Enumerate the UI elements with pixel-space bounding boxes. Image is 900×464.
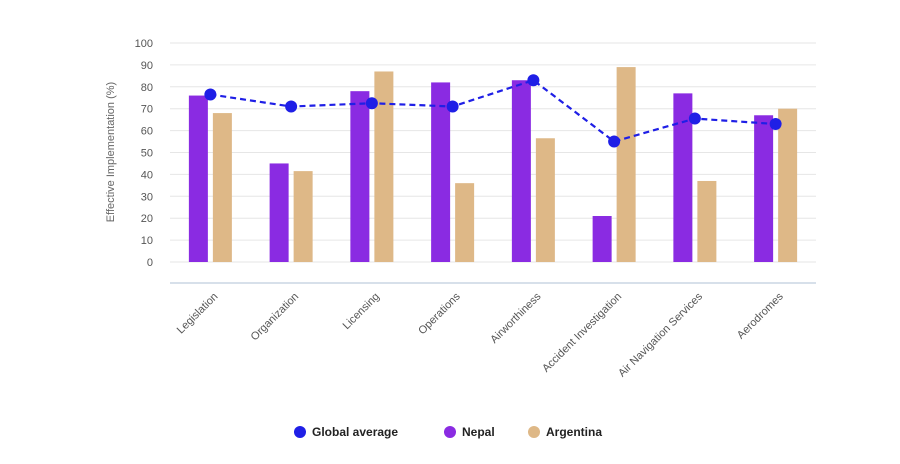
bar-argentina — [778, 108, 798, 262]
x-category-label: Accident Investigation — [540, 291, 624, 375]
bar-argentina — [212, 113, 232, 262]
x-category-label: Operations — [416, 290, 463, 337]
bar-argentina — [293, 171, 313, 262]
bar-nepal — [431, 82, 451, 262]
point-global-average — [365, 97, 378, 110]
x-category-label: Airworthiness — [488, 290, 544, 346]
x-category-label: Air Navigation Services — [616, 290, 705, 379]
bar-nepal — [269, 163, 289, 262]
x-category-label: Licensing — [341, 291, 382, 332]
y-tick-label: 30 — [141, 191, 153, 203]
y-tick-label: 80 — [141, 82, 153, 94]
point-global-average — [608, 135, 621, 148]
point-global-average — [688, 112, 701, 125]
gridlines — [170, 42, 816, 263]
bar-argentina — [374, 71, 394, 262]
legend-label-nepal[interactable]: Nepal — [462, 425, 495, 439]
y-tick-label: 10 — [141, 235, 153, 247]
x-category-label: Aerodromes — [735, 290, 786, 341]
bar-nepal — [511, 80, 531, 262]
line-global-average — [210, 79, 776, 143]
point-global-average — [204, 88, 217, 101]
point-global-average — [527, 74, 540, 87]
point-global-average — [446, 100, 459, 113]
y-axis-title: Effective Implementation (%) — [105, 82, 117, 222]
point-global-average — [285, 100, 298, 113]
y-tick-label: 60 — [141, 126, 153, 138]
bar-argentina — [535, 138, 555, 262]
legend-label-global-average[interactable]: Global average — [312, 425, 398, 439]
point-global-average — [769, 118, 782, 131]
y-tick-label: 100 — [135, 38, 153, 50]
legend: Global average Nepal Argentina — [294, 425, 602, 439]
y-tick-label: 40 — [141, 169, 153, 181]
x-category-label: Organization — [249, 291, 302, 344]
y-tick-label: 50 — [141, 148, 153, 160]
y-tick-label: 20 — [141, 213, 153, 225]
bar-nepal — [350, 91, 370, 263]
bar-nepal — [673, 93, 693, 263]
y-tick-label: 90 — [141, 60, 153, 72]
bars — [188, 67, 798, 263]
y-tick-label: 0 — [147, 257, 153, 269]
global-average-line — [204, 74, 782, 148]
x-axis-categories: Legislation Organization Licensing Operatio… — [175, 290, 786, 379]
legend-marker-argentina — [528, 426, 540, 438]
legend-label-argentina[interactable]: Argentina — [546, 425, 602, 439]
bar-nepal — [188, 95, 208, 262]
bar-nepal — [592, 216, 612, 262]
legend-marker-nepal — [444, 426, 456, 438]
x-category-label: Legislation — [175, 291, 221, 337]
legend-marker-global-average — [294, 426, 306, 438]
bar-argentina — [697, 180, 717, 262]
bar-argentina — [455, 183, 475, 262]
y-axis-ticks: 0 10 20 30 40 50 60 70 80 90 100 — [135, 38, 153, 269]
bar-argentina — [616, 67, 636, 262]
bar-nepal — [754, 115, 774, 263]
y-tick-label: 70 — [141, 104, 153, 116]
